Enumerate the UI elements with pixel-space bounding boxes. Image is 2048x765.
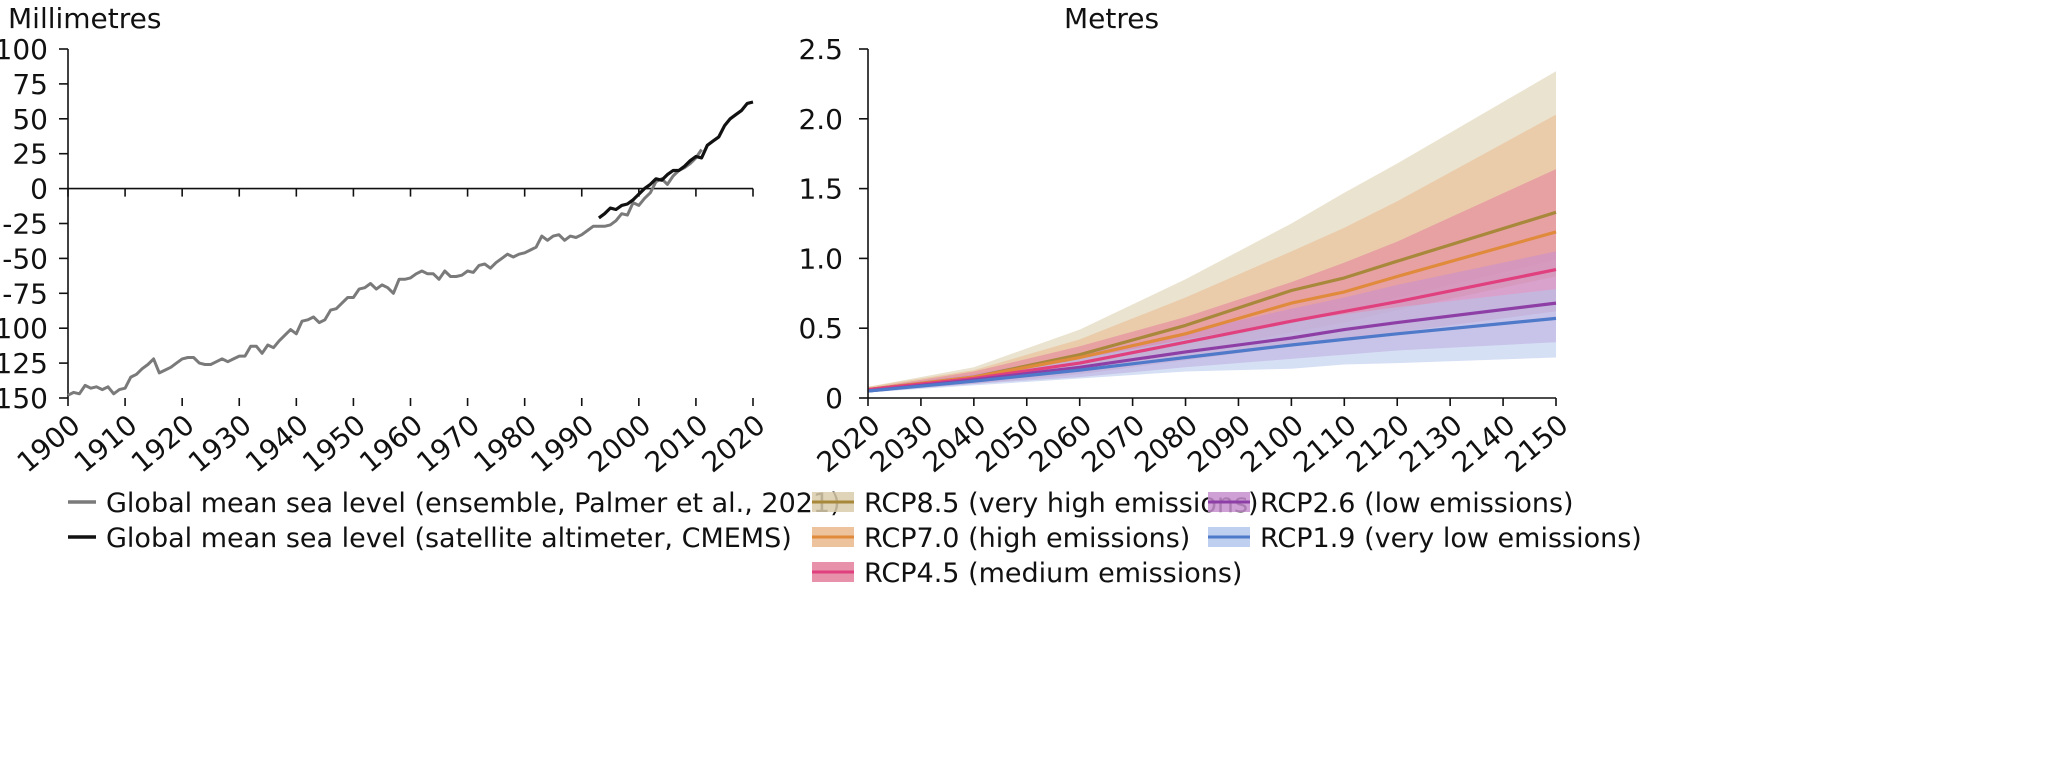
left-x-tick-label: 1940 <box>239 408 315 479</box>
left-x-tick-label: 1980 <box>467 408 543 479</box>
left-legend: Global mean sea level (ensemble, Palmer … <box>68 488 841 554</box>
right-y-tick-label: 0.5 <box>798 312 843 345</box>
left-y-tick-label: -100 <box>0 312 48 345</box>
left-y-tick-label: -25 <box>2 208 48 241</box>
left-y-axis-label: Millimetres <box>8 2 161 35</box>
left-x-tick-label: 1920 <box>125 408 201 479</box>
left-x-tick-label: 1960 <box>353 408 429 479</box>
right-y-axis-label: Metres <box>1064 2 1159 35</box>
projection-series-line <box>867 230 1557 392</box>
left-y-tick-label: -150 <box>0 382 48 415</box>
ensemble-series-line <box>67 148 703 397</box>
left-y-tick-label: 50 <box>12 103 48 136</box>
left-x-tick-label: 1900 <box>11 408 87 479</box>
left-axes: 1007550250-25-50-75-100-125-150190019101… <box>0 33 771 479</box>
left-y-tick-label: 25 <box>12 138 48 171</box>
legend-label: Global mean sea level (satellite altimet… <box>106 523 792 554</box>
right-x-tick-label: 2150 <box>1499 408 1575 479</box>
legend-label: RCP4.5 (medium emissions) <box>864 558 1242 589</box>
right-y-tick-label: 2.0 <box>798 103 843 136</box>
left-y-tick-label: 75 <box>12 68 48 101</box>
left-x-tick-label: 1970 <box>410 408 486 479</box>
legend-label: RCP2.6 (low emissions) <box>1260 488 1574 519</box>
right-y-tick-label: 1.0 <box>798 242 843 275</box>
right-y-tick-label: 2.5 <box>798 33 843 66</box>
projection-chart: Metres 2.52.01.51.00.5020202030204020502… <box>798 2 1574 479</box>
left-x-tick-label: 2010 <box>639 408 715 479</box>
uncertainty-band <box>868 289 1556 393</box>
right-uncertainty-bands <box>868 71 1556 393</box>
projection-series-line <box>867 268 1557 392</box>
right-legend: RCP8.5 (very high emissions) RCP7.0 (high… <box>812 488 1642 589</box>
right-series-lines <box>867 210 1557 393</box>
right-y-tick-label: 1.5 <box>798 173 843 206</box>
legend-label: RCP1.9 (very low emissions) <box>1260 523 1642 554</box>
left-x-tick-label: 2020 <box>696 408 772 479</box>
satellite-series-line <box>597 100 754 220</box>
left-y-tick-label: -75 <box>2 277 48 310</box>
left-x-tick-label: 1930 <box>182 408 258 479</box>
left-y-tick-label: 100 <box>0 33 48 66</box>
left-x-tick-label: 1950 <box>296 408 372 479</box>
observed-sea-level-chart: Millimetres 1007550250-25-50-75-100-125-… <box>0 2 771 479</box>
legend-label: RCP8.5 (very high emissions) <box>864 488 1259 519</box>
left-y-tick-label: -125 <box>0 347 48 380</box>
right-y-tick-label: 0 <box>825 382 843 415</box>
left-y-tick-label: -50 <box>2 242 48 275</box>
left-x-tick-label: 1990 <box>524 408 600 479</box>
projection-series-line <box>867 316 1557 393</box>
legend-label: Global mean sea level (ensemble, Palmer … <box>106 488 841 519</box>
left-y-tick-label: 0 <box>30 173 48 206</box>
left-series-lines <box>67 100 754 397</box>
left-x-tick-label: 2000 <box>582 408 658 479</box>
left-x-tick-label: 1910 <box>68 408 144 479</box>
legend-label: RCP7.0 (high emissions) <box>864 523 1190 554</box>
